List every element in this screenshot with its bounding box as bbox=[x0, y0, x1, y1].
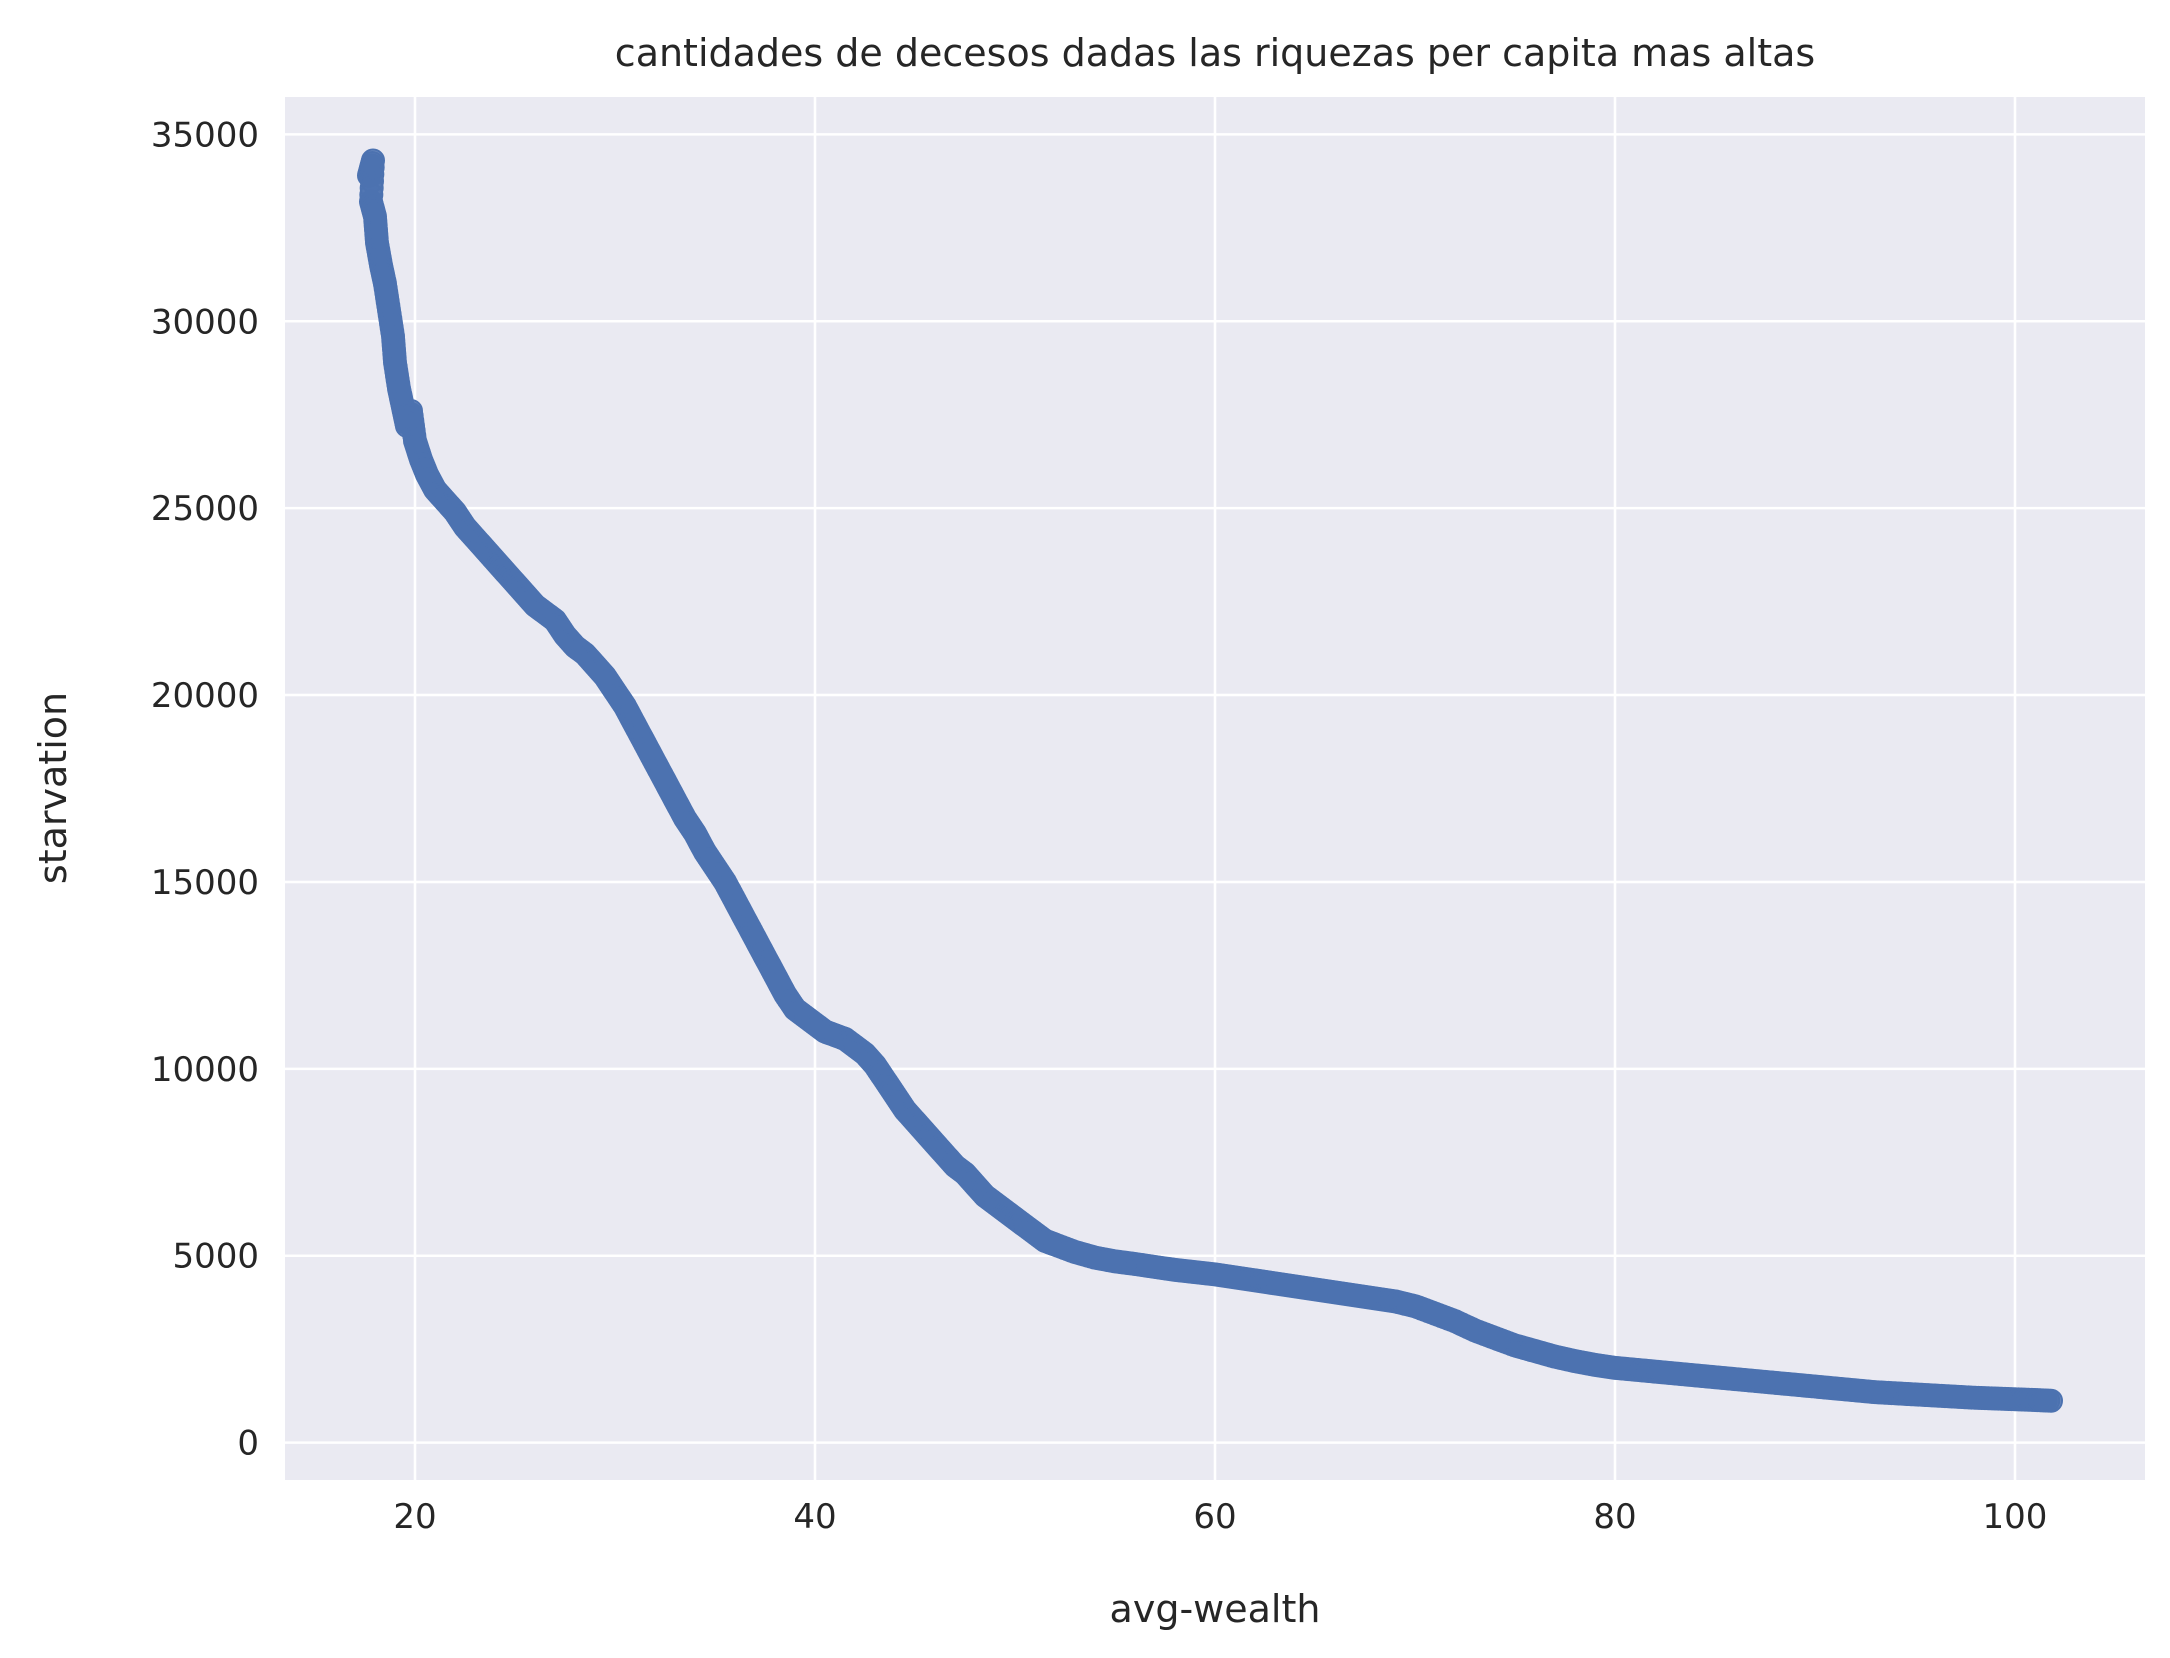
y-tick-label: 20000 bbox=[151, 676, 259, 716]
x-tick-labels: 20 40 60 80 100 bbox=[393, 1497, 2047, 1537]
x-tick-label: 100 bbox=[1983, 1497, 2048, 1537]
y-tick-label: 5000 bbox=[172, 1237, 259, 1277]
y-tick-label: 0 bbox=[237, 1424, 259, 1464]
x-tick-label: 40 bbox=[793, 1497, 836, 1537]
y-tick-label: 35000 bbox=[151, 115, 259, 155]
y-axis-label: starvation bbox=[31, 692, 75, 884]
y-tick-label: 30000 bbox=[151, 302, 259, 342]
x-tick-label: 20 bbox=[393, 1497, 436, 1537]
x-axis-label: avg-wealth bbox=[1110, 1587, 1321, 1631]
x-tick-label: 80 bbox=[1593, 1497, 1636, 1537]
y-tick-label: 15000 bbox=[151, 863, 259, 903]
chart-title: cantidades de decesos dadas las riquezas… bbox=[615, 31, 1815, 75]
x-tick-label: 60 bbox=[1193, 1497, 1236, 1537]
y-tick-label: 25000 bbox=[151, 489, 259, 529]
gridlines bbox=[285, 97, 2145, 1480]
y-tick-labels: 0 5000 10000 15000 20000 25000 30000 35000 bbox=[151, 115, 259, 1463]
y-tick-label: 10000 bbox=[151, 1050, 259, 1090]
data-point bbox=[2036, 1388, 2061, 1413]
data-points bbox=[357, 148, 2063, 1413]
